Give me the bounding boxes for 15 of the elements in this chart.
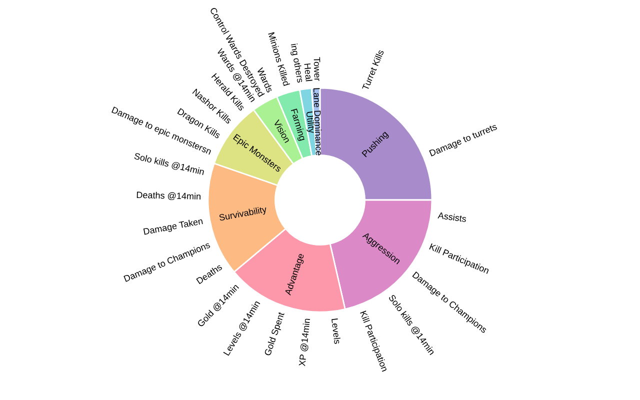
text: Gold Spent: [264, 312, 284, 356]
text: Tower: [314, 57, 320, 81]
text: Damage Taken: [143, 219, 203, 235]
text: Levels: [332, 318, 340, 344]
slice-label: Farming: [289, 108, 306, 142]
text: Solo kills @14min: [134, 152, 204, 176]
text: Assists: [438, 212, 466, 222]
slice-label: Lane Dominance: [313, 88, 323, 156]
slice-label: Survivability: [218, 206, 268, 223]
text: ing others: [290, 44, 302, 83]
text: Heal: [304, 63, 312, 82]
text: Turret Kills: [362, 50, 384, 91]
slice-label: Vision: [273, 119, 291, 144]
text: XP @14min: [298, 318, 310, 366]
text: Deaths @14min: [136, 192, 201, 200]
